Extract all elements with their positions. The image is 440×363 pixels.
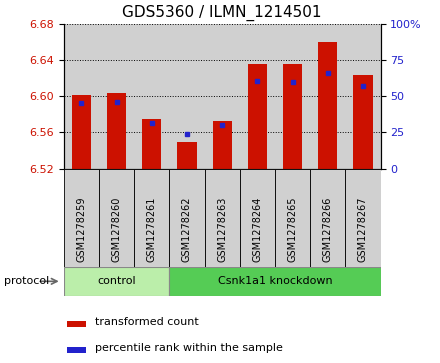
Text: GSM1278262: GSM1278262 bbox=[182, 196, 192, 262]
Bar bbox=[310, 24, 345, 169]
Text: GSM1278264: GSM1278264 bbox=[253, 196, 262, 262]
Bar bbox=[134, 24, 169, 169]
Text: GSM1278261: GSM1278261 bbox=[147, 196, 157, 262]
Text: GSM1278265: GSM1278265 bbox=[288, 196, 297, 262]
Bar bbox=[205, 169, 240, 267]
Bar bbox=[142, 119, 161, 169]
Bar bbox=[64, 169, 99, 267]
Bar bbox=[345, 169, 381, 267]
Text: control: control bbox=[97, 276, 136, 286]
Title: GDS5360 / ILMN_1214501: GDS5360 / ILMN_1214501 bbox=[122, 5, 322, 21]
Bar bbox=[169, 267, 381, 296]
Text: GSM1278260: GSM1278260 bbox=[112, 196, 121, 262]
Text: GSM1278266: GSM1278266 bbox=[323, 196, 333, 262]
Text: GSM1278267: GSM1278267 bbox=[358, 196, 368, 262]
Bar bbox=[99, 24, 134, 169]
Bar bbox=[283, 64, 302, 169]
Bar bbox=[248, 64, 267, 169]
Bar bbox=[275, 169, 310, 267]
Bar bbox=[107, 93, 126, 169]
Bar bbox=[72, 95, 91, 169]
Bar bbox=[213, 121, 232, 169]
Bar bbox=[240, 24, 275, 169]
Text: GSM1278263: GSM1278263 bbox=[217, 196, 227, 262]
Bar bbox=[318, 42, 337, 169]
Bar bbox=[67, 321, 86, 327]
Bar bbox=[353, 75, 373, 169]
Bar bbox=[177, 142, 197, 169]
Bar bbox=[99, 169, 134, 267]
Bar bbox=[205, 24, 240, 169]
Bar bbox=[310, 169, 345, 267]
Text: GSM1278259: GSM1278259 bbox=[77, 196, 86, 262]
Bar bbox=[240, 169, 275, 267]
Bar bbox=[275, 24, 310, 169]
Text: transformed count: transformed count bbox=[95, 317, 199, 327]
Text: Csnk1a1 knockdown: Csnk1a1 knockdown bbox=[218, 276, 332, 286]
Bar bbox=[169, 169, 205, 267]
Bar bbox=[169, 24, 205, 169]
Text: percentile rank within the sample: percentile rank within the sample bbox=[95, 343, 283, 353]
Bar bbox=[67, 347, 86, 352]
Text: protocol: protocol bbox=[4, 276, 50, 286]
Bar bbox=[345, 24, 381, 169]
Bar bbox=[134, 169, 169, 267]
Bar bbox=[64, 24, 99, 169]
Bar bbox=[64, 267, 169, 296]
